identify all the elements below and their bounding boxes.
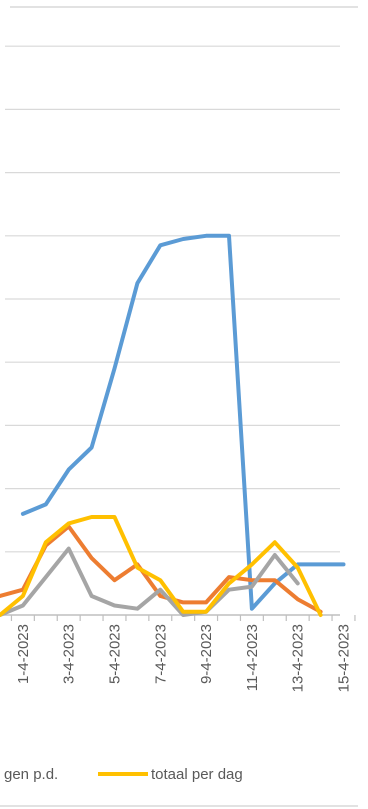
x-tick-label: 3-4-2023 [61, 624, 78, 684]
gridlines [5, 45, 340, 553]
x-tick-label: 15-4-2023 [336, 624, 353, 692]
x-axis-tick-labels: 1-4-2023 3-4-2023 5-4-2023 7-4-2023 9-4-2023… [15, 624, 353, 692]
legend-label: totaal per dag [151, 766, 243, 783]
x-tick-label: 9-4-2023 [198, 624, 215, 684]
series-line-4 [0, 515, 323, 617]
series-line-2 [0, 524, 323, 614]
x-tick-label: 1-4-2023 [15, 624, 32, 684]
x-tick-label: 13-4-2023 [290, 624, 307, 692]
x-tick-label: 7-4-2023 [152, 624, 169, 684]
series-line-1 [20, 233, 346, 611]
series-line-3 [0, 546, 300, 617]
x-tick-label: 11-4-2023 [244, 624, 261, 691]
x-axis-ticks [10, 615, 356, 621]
legend-label: gen p.d. [4, 766, 58, 783]
x-tick-label: 5-4-2023 [107, 624, 124, 684]
series-group [0, 233, 346, 617]
legend: gen p.d. totaal per dag [4, 766, 243, 783]
